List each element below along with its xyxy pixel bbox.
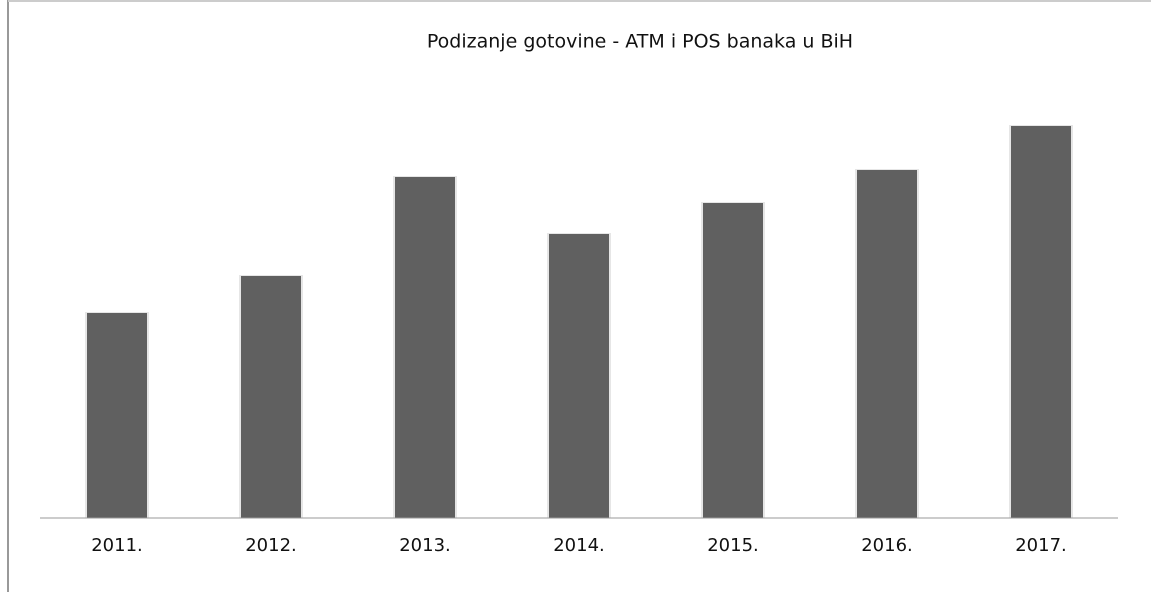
- bar: [549, 234, 609, 518]
- x-tick-label: 2015.: [707, 535, 759, 556]
- x-tick-label: 2014.: [553, 535, 605, 556]
- x-tick-label: 2016.: [861, 535, 913, 556]
- x-tick-label: 2012.: [245, 535, 297, 556]
- x-tick-label: 2011.: [91, 535, 143, 556]
- bar: [241, 276, 301, 518]
- bar: [857, 170, 917, 518]
- bar: [1011, 126, 1071, 518]
- bar: [395, 177, 455, 518]
- chart-title: Podizanje gotovine - ATM i POS banaka u …: [427, 31, 853, 53]
- bar: [703, 203, 763, 518]
- bar: [87, 313, 147, 518]
- x-tick-label: 2017.: [1015, 535, 1067, 556]
- x-tick-label: 2013.: [399, 535, 451, 556]
